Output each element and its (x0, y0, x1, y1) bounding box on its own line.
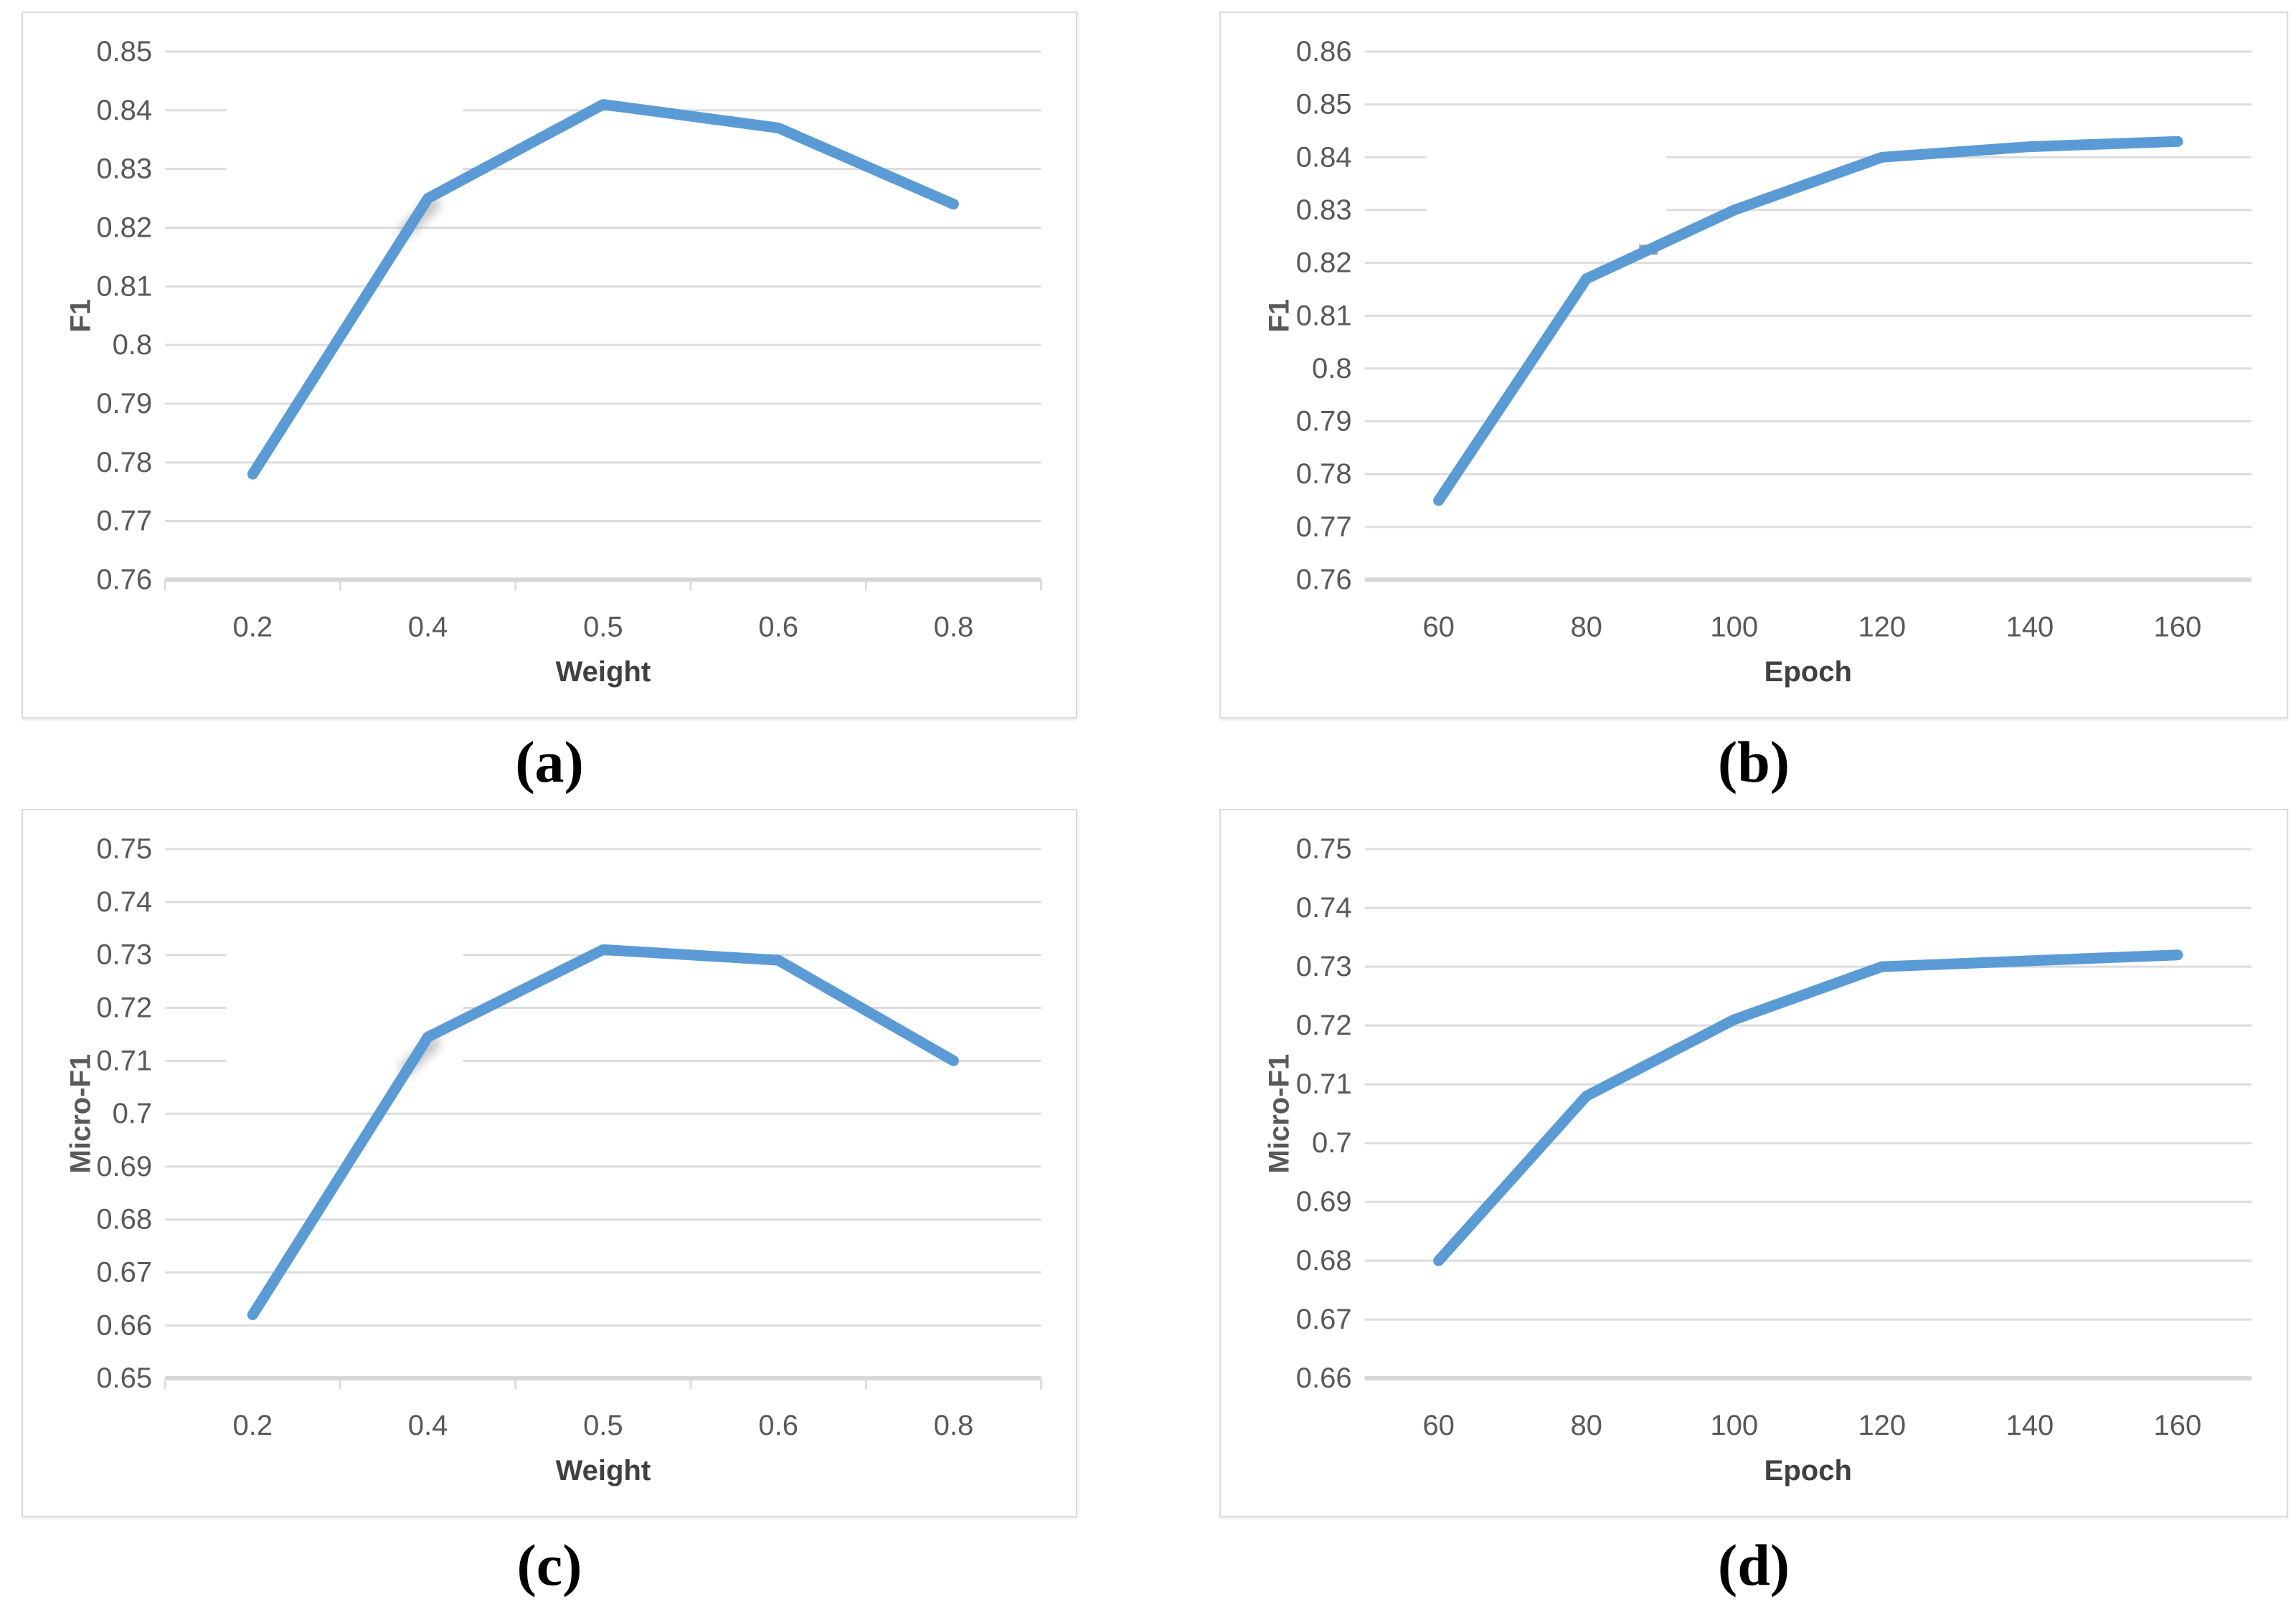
x-tick-label: 0.2 (233, 611, 273, 642)
y-tick-label: 0.77 (1296, 511, 1352, 543)
y-tick-label: 0.67 (1296, 1304, 1352, 1335)
y-tick-label: 0.85 (1296, 89, 1352, 120)
x-tick-label: 80 (1570, 611, 1602, 642)
x-tick-label: 140 (2006, 1410, 2054, 1441)
x-tick-label: 0.8 (934, 1410, 974, 1441)
y-tick-label: 0.7 (113, 1098, 153, 1129)
caption-d: (d) (1717, 1532, 1790, 1598)
y-tick-label: 0.81 (96, 270, 152, 302)
y-tick-label: 0.83 (1296, 194, 1352, 226)
y-tick-label: 0.71 (96, 1045, 152, 1076)
y-tick-label: 0.79 (96, 388, 152, 419)
y-tick-label: 0.81 (1296, 300, 1352, 331)
x-tick-label: 100 (1710, 611, 1758, 642)
chart-panel-d: 0.75 0.74 0.73 0.72 0.71 0.7 0.69 0.68 0.67 0.66 6… (1219, 809, 2288, 1517)
caption-c: (c) (516, 1532, 582, 1598)
y-tick-label: 0.85 (96, 36, 152, 67)
x-tick-label: 140 (2006, 611, 2054, 642)
x-tick-label: 0.2 (233, 1410, 273, 1441)
y-axis-title: F1 (1264, 299, 1295, 333)
y-tick-label: 0.65 (96, 1362, 152, 1394)
caption-b: (b) (1717, 729, 1790, 795)
x-tick-label: 160 (2154, 611, 2202, 642)
y-tick-label: 0.7 (1312, 1127, 1352, 1159)
y-tick-label: 0.69 (1296, 1186, 1352, 1218)
x-axis-title: Epoch (1764, 656, 1852, 688)
y-tick-label: 0.79 (1296, 406, 1352, 437)
y-tick-label: 0.83 (96, 153, 152, 185)
y-tick-label: 0.78 (1296, 458, 1352, 490)
x-tick-label: 0.8 (934, 611, 974, 642)
y-tick-label: 0.75 (96, 833, 152, 865)
y-tick-label: 0.86 (1296, 36, 1352, 67)
y-tick-label: 0.71 (1296, 1068, 1352, 1100)
y-tick-label: 0.72 (96, 992, 152, 1024)
y-tick-label: 0.82 (1296, 247, 1352, 279)
x-tick-label: 0.5 (583, 611, 623, 642)
y-tick-label: 0.75 (1296, 833, 1352, 865)
x-tick-label: 100 (1710, 1410, 1758, 1441)
y-tick-label: 0.72 (1296, 1010, 1352, 1041)
x-axis-title: Weight (556, 656, 651, 688)
y-tick-label: 0.8 (113, 329, 153, 361)
x-tick-label: 0.6 (758, 1410, 798, 1441)
y-tick-label: 0.77 (96, 506, 152, 537)
x-tick-label: 0.4 (408, 611, 448, 642)
y-tick-label: 0.76 (96, 564, 152, 596)
x-tick-label: 160 (2154, 1410, 2202, 1441)
x-tick-label: 0.5 (583, 1410, 623, 1441)
y-tick-label: 0.84 (1296, 141, 1352, 173)
line-chart-d: 0.75 0.74 0.73 0.72 0.71 0.7 0.69 0.68 0.67 0.66 6… (1264, 833, 2252, 1486)
chart-panel-a: 0.85 0.84 0.83 0.82 0.81 0.8 0.79 0.78 0.77 0.76 0… (22, 11, 1077, 719)
y-tick-label: 0.66 (96, 1309, 152, 1341)
y-axis-title: Micro-F1 (65, 1054, 97, 1174)
y-tick-label: 0.84 (96, 95, 152, 126)
y-tick-label: 0.67 (96, 1257, 152, 1289)
line-chart-c: 0.75 0.74 0.73 0.72 0.71 0.7 0.69 0.68 0.67 0.66 0… (65, 833, 1043, 1486)
chart-panel-c: 0.75 0.74 0.73 0.72 0.71 0.7 0.69 0.68 0.67 0.66 0… (22, 809, 1077, 1517)
data-line (247, 944, 959, 1321)
y-tick-label: 0.73 (96, 939, 152, 971)
x-tick-label: 120 (1858, 1410, 1906, 1441)
x-tick-label: 60 (1422, 1410, 1455, 1441)
x-axis-title: Epoch (1764, 1455, 1852, 1486)
y-tick-label: 0.69 (96, 1151, 152, 1182)
data-line (1433, 136, 2183, 506)
data-line (247, 99, 959, 480)
y-axis-title: Micro-F1 (1264, 1054, 1295, 1174)
x-axis-title: Weight (556, 1455, 651, 1486)
y-tick-label: 0.8 (1312, 353, 1352, 384)
x-tick-label: 120 (1858, 611, 1906, 642)
x-tick-label: 80 (1570, 1410, 1602, 1441)
chart-panel-b: 0.86 0.85 0.84 0.83 0.82 0.81 0.8 0.79 0.78 0.77 0… (1219, 11, 2288, 719)
caption-a: (a) (515, 729, 584, 795)
y-tick-label: 0.66 (1296, 1362, 1352, 1394)
x-tick-label: 0.4 (408, 1410, 448, 1441)
data-line (1433, 949, 2183, 1266)
y-tick-label: 0.74 (96, 886, 152, 918)
x-tick-label: 0.6 (758, 611, 798, 642)
line-chart-a: 0.85 0.84 0.83 0.82 0.81 0.8 0.79 0.78 0.77 0.76 0… (65, 36, 1043, 688)
y-tick-label: 0.68 (1296, 1245, 1352, 1276)
y-tick-label: 0.76 (1296, 564, 1352, 596)
y-axis-title: F1 (65, 299, 97, 333)
y-tick-label: 0.74 (1296, 892, 1352, 924)
y-tick-label: 0.78 (96, 447, 152, 478)
y-tick-label: 0.68 (96, 1204, 152, 1236)
x-tick-label: 60 (1422, 611, 1455, 642)
y-tick-label: 0.73 (1296, 951, 1352, 982)
line-chart-b: 0.86 0.85 0.84 0.83 0.82 0.81 0.8 0.79 0.78 0.77 0… (1264, 36, 2252, 688)
y-tick-label: 0.82 (96, 212, 152, 244)
